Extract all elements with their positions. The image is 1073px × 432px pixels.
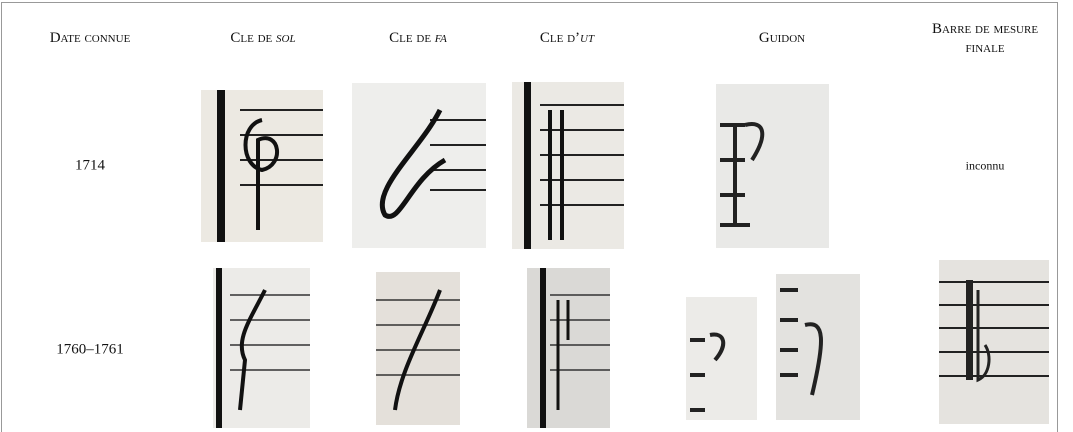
- clef-image: [201, 90, 323, 242]
- final-bar-image: [939, 260, 1049, 424]
- column-header: Barre de mesure finale: [920, 20, 1050, 58]
- clef-image: [352, 83, 486, 248]
- guidon-image: [686, 274, 860, 420]
- clef-image: [213, 268, 310, 428]
- guidon-image: [716, 84, 829, 248]
- text: Cle d’: [539, 30, 581, 46]
- column-header: Cle de fa: [389, 30, 447, 47]
- column-header: Cle d’ut: [540, 30, 594, 47]
- column-header: Guidon: [759, 30, 805, 47]
- text: Date connue: [49, 30, 131, 46]
- text: sol: [276, 30, 296, 46]
- clef-image: [376, 272, 460, 425]
- text: ut: [580, 30, 595, 46]
- column-header: Date connue: [50, 30, 131, 47]
- clef-image: [512, 82, 624, 249]
- text: Barre de mesure finale: [931, 21, 1039, 56]
- column-header: Cle de sol: [230, 30, 295, 47]
- text: Cle de: [389, 30, 435, 46]
- final-bar-cell: inconnu: [965, 158, 1005, 173]
- date-cell: 1760–1761: [56, 341, 124, 358]
- text: fa: [434, 30, 447, 46]
- text: Guidon: [758, 30, 806, 46]
- date-cell: 1714: [75, 157, 105, 174]
- clef-image: [527, 268, 610, 428]
- text: Cle de: [230, 30, 277, 46]
